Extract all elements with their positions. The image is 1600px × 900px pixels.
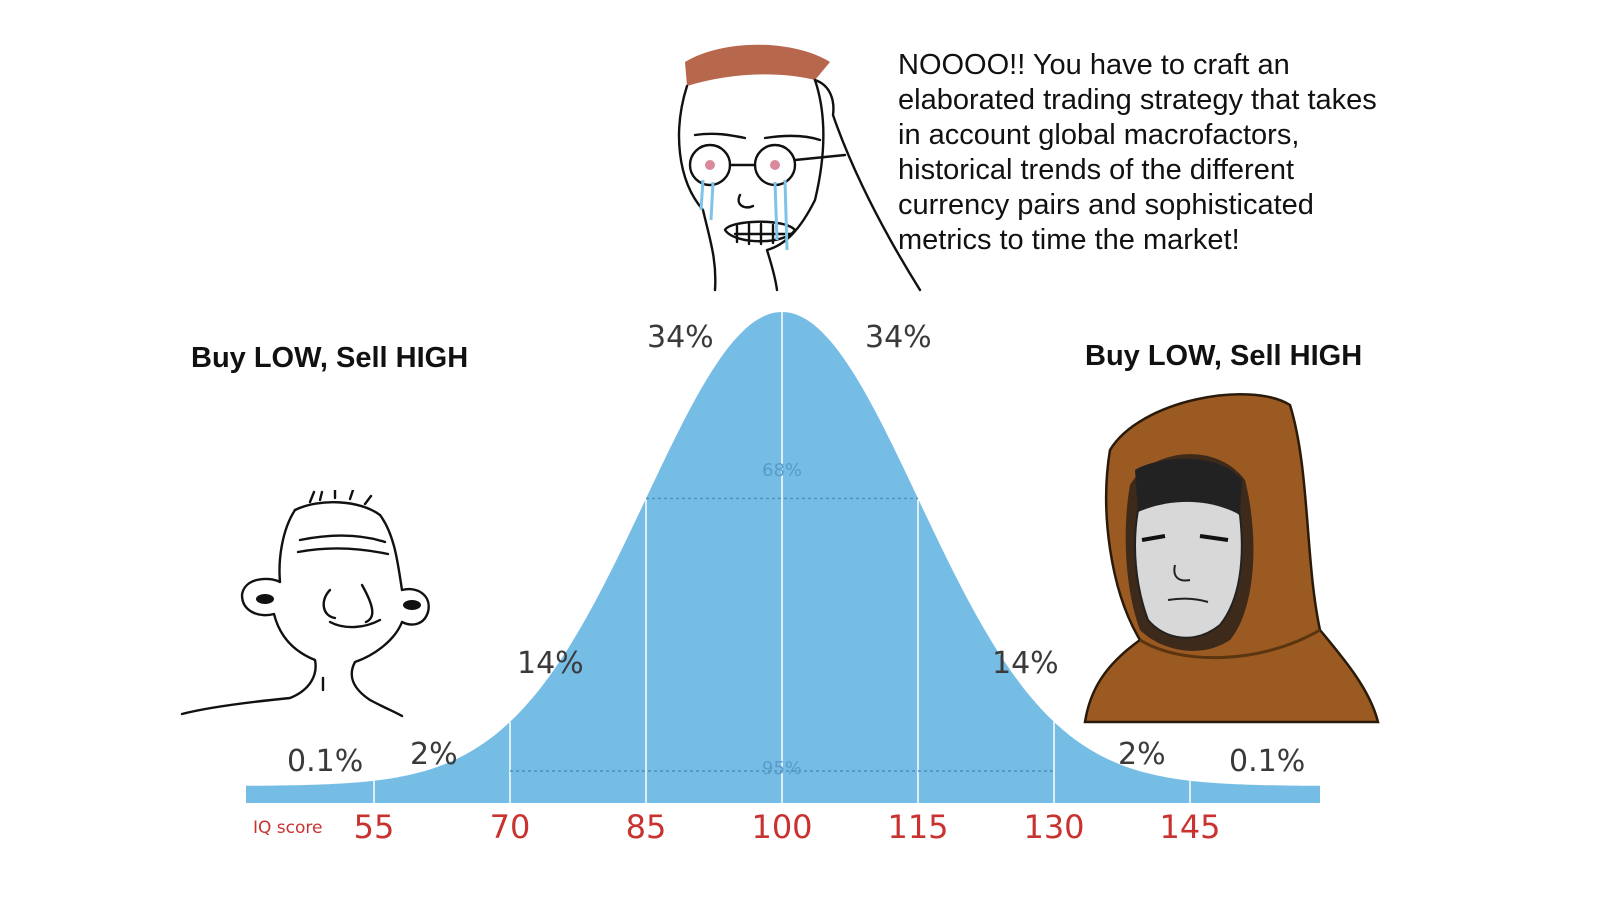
percent-left-14: 14% <box>517 646 584 681</box>
wojak-face-icon <box>180 490 430 718</box>
percent-right-2: 2% <box>1118 737 1166 772</box>
axis-tick-55: 55 <box>353 808 395 846</box>
axis-tick-100: 100 <box>751 808 813 846</box>
percent-far-left: 0.1% <box>287 744 364 779</box>
percent-right-14: 14% <box>992 646 1059 681</box>
left-caption: Buy LOW, Sell HIGH <box>191 342 469 374</box>
axis-tick-70: 70 <box>489 808 531 846</box>
axis-tick-145: 145 <box>1159 808 1221 846</box>
axis-tick-115: 115 <box>887 808 949 846</box>
axis-title: IQ score <box>253 818 323 838</box>
hooded-figure-icon <box>1083 393 1380 724</box>
label-95-percent: 95% <box>762 758 803 779</box>
bell-curve-area <box>246 312 1320 803</box>
label-68-percent: 68% <box>762 460 803 481</box>
axis-tick-85: 85 <box>625 808 667 846</box>
axis-tick-130: 130 <box>1023 808 1085 846</box>
percent-right-34: 34% <box>865 320 932 355</box>
sd-divider-lines <box>373 312 1191 803</box>
percent-left-2: 2% <box>410 737 458 772</box>
right-caption: Buy LOW, Sell HIGH <box>1085 340 1363 372</box>
percent-left-34: 34% <box>647 320 714 355</box>
middle-quote: NOOOO!! You have to craft an elaborated … <box>898 49 1377 256</box>
crying-nerd-face-icon <box>677 44 922 292</box>
percent-far-right: 0.1% <box>1229 744 1306 779</box>
